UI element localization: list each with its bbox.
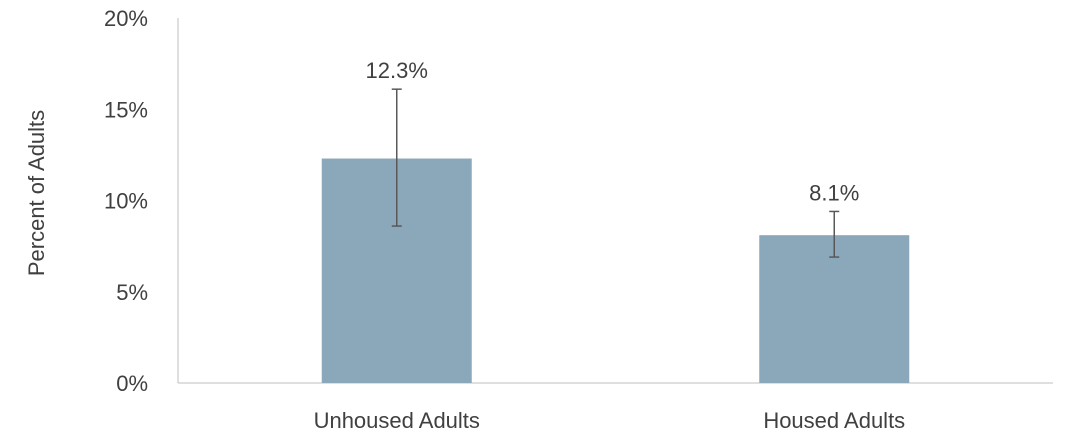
y-tick-label: 0% bbox=[116, 371, 148, 396]
y-tick-label: 15% bbox=[104, 97, 148, 122]
category-labels: Unhoused Adults Housed Adults bbox=[314, 408, 906, 433]
data-labels: 12.3% 8.1% bbox=[366, 58, 860, 205]
y-axis-label: Percent of Adults bbox=[24, 110, 49, 276]
bar bbox=[759, 235, 910, 383]
y-tick-label: 5% bbox=[116, 280, 148, 305]
y-tick-label: 20% bbox=[104, 6, 148, 31]
error-bars bbox=[391, 88, 840, 258]
category-label: Housed Adults bbox=[763, 408, 905, 433]
axes bbox=[177, 18, 1053, 384]
y-axis-ticks: 0% 5% 10% 15% 20% bbox=[104, 6, 148, 396]
category-label: Unhoused Adults bbox=[314, 408, 480, 433]
data-label: 12.3% bbox=[366, 58, 428, 83]
data-label: 8.1% bbox=[809, 180, 859, 205]
y-tick-label: 10% bbox=[104, 189, 148, 214]
